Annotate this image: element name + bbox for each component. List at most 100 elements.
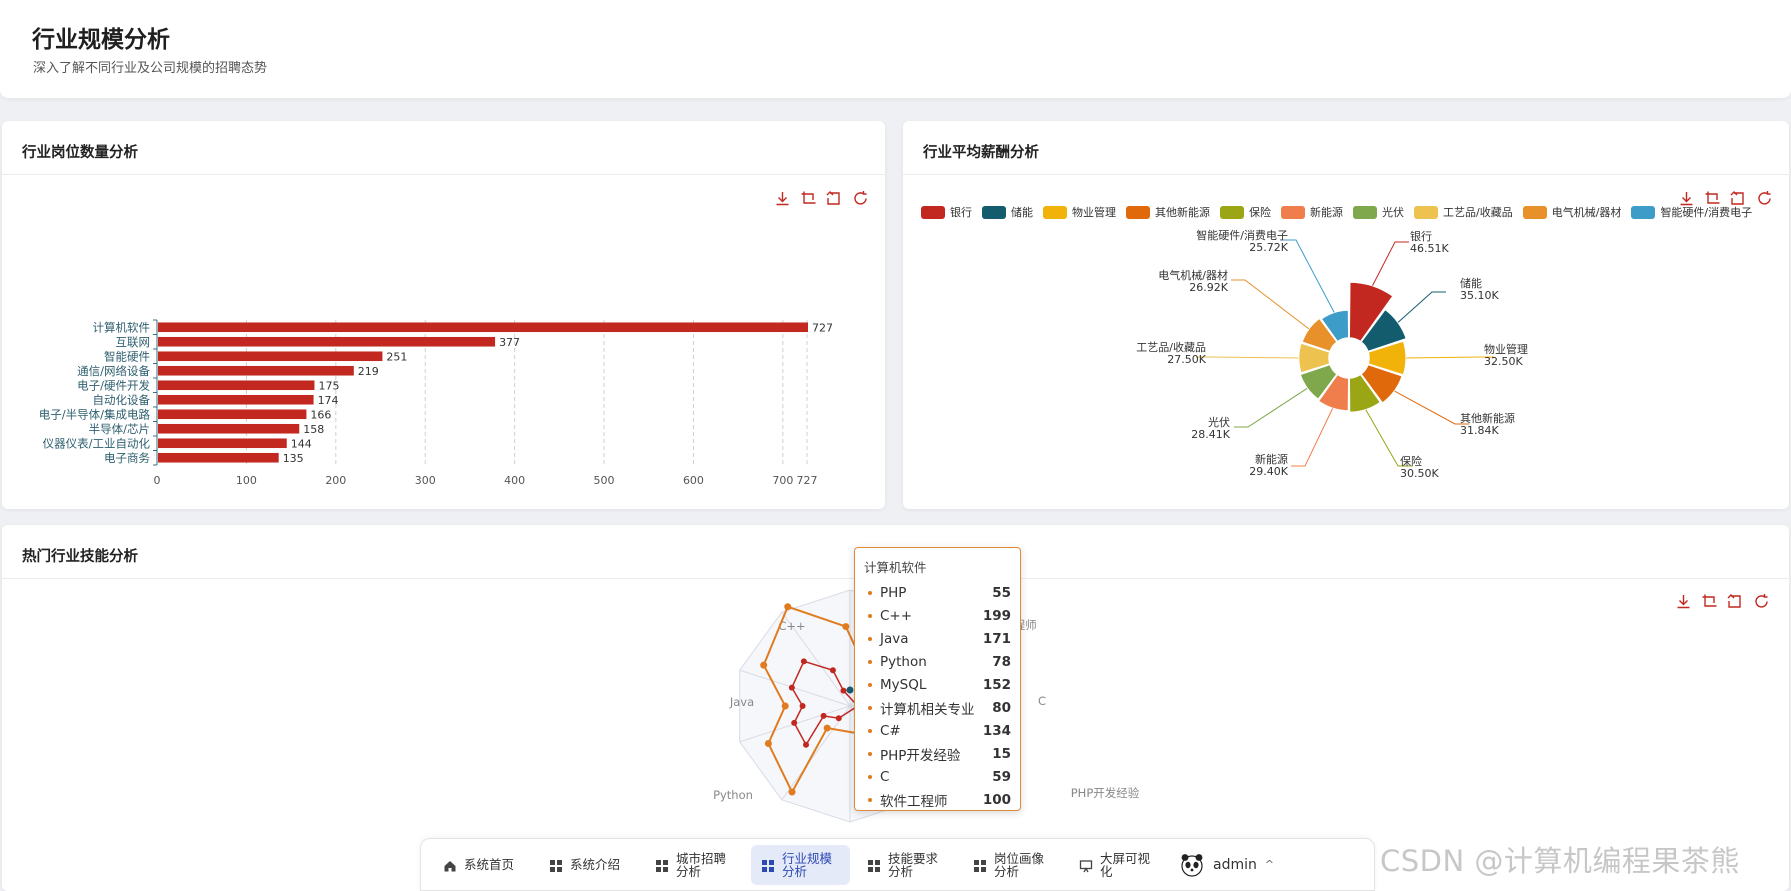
crop-reset-icon[interactable] [1730,190,1747,207]
legend-swatch [1414,205,1438,219]
nav-label: 系统介绍 [570,857,621,872]
user-name: admin [1213,856,1257,873]
tooltip-item-value: 199 [982,607,1011,624]
card-title: 行业岗位数量分析 [22,145,138,161]
grid-icon [973,858,987,872]
nav-item-intro[interactable]: 系统介绍 [539,845,638,885]
legend-item[interactable]: 智能硬件/消费电子 [1631,204,1752,220]
label-line [1365,409,1412,467]
bar [158,336,496,347]
slice-label: 光伏 [1208,415,1230,429]
refresh-icon[interactable] [852,190,869,207]
x-tick-label: 500 [594,474,615,487]
refresh-icon[interactable] [1753,593,1770,610]
crop-reset-icon[interactable] [1727,593,1744,610]
tooltip-title: 计算机软件 [864,560,927,575]
x-tick-label: 600 [683,474,704,487]
radar-point [823,724,831,732]
series-dot [868,613,872,618]
radar-point [784,603,792,611]
legend-item[interactable]: 其他新能源 [1126,204,1210,220]
avatar [1179,852,1205,878]
x-tick-label: 700 [772,474,793,487]
radar-indicator-label: C [1038,694,1046,708]
tooltip-item-name: 软件工程师 [880,793,948,810]
crop-icon[interactable] [800,190,817,207]
crop-icon[interactable] [1701,593,1718,610]
nav-item-city[interactable]: 城市招聘分析 [645,845,744,885]
rose-slice [1301,317,1339,353]
tooltip-item-value: 171 [982,630,1011,647]
nav-label: 岗位画像分析 [994,850,1045,879]
user-menu[interactable]: admin ^ [1179,852,1274,878]
radar-point [820,712,827,719]
radar-point [835,715,842,722]
download-icon[interactable] [1678,190,1695,207]
crop-reset-icon[interactable] [826,190,843,207]
tooltip-item-name: MySQL [880,676,927,693]
slice-label: 银行 [1410,229,1432,243]
tooltip-item-value: 134 [982,722,1011,739]
bar [158,423,300,434]
grid-icon [549,858,563,872]
bar-value-label: 727 [812,321,833,334]
y-category-label: 电子/半导体/集成电路 [39,407,151,421]
tooltip-item-name: PHP开发经验 [880,747,961,764]
radar-axis [739,669,851,707]
legend-item[interactable]: 电气机械/器材 [1522,204,1622,220]
tooltip-row: Python 78 [864,650,1011,673]
legend-item[interactable]: 物业管理 [1043,204,1116,220]
radar-point [764,740,772,748]
industry-job-count-card: 行业岗位数量分析 0 100 200 300 400 500 600 700 727 计算机软件 7… [2,121,885,509]
nav-item-dashboard[interactable]: 大屏可视化 [1069,845,1168,885]
bar [158,452,279,463]
nav-item-profile[interactable]: 岗位画像分析 [963,845,1062,885]
slice-label: 保险 [1400,454,1422,468]
tooltip-row: C++ 199 [864,604,1011,627]
label-line [1196,356,1299,359]
x-tick-label: 200 [325,474,346,487]
legend-item[interactable]: 保险 [1220,204,1271,220]
legend-item[interactable]: 光伏 [1353,204,1404,220]
tooltip-item-value: 55 [992,584,1011,601]
pie-legend: 银行 储能 物业管理 其他新能源 保险 新能源 光伏 工艺品/收藏品 电气机械/器材 智能硬件/消… [921,204,1752,220]
rose-slice [1320,309,1350,343]
bar [158,365,354,376]
tooltip-item-value: 15 [992,745,1011,762]
card-title: 行业平均薪酬分析 [923,145,1039,161]
x-tick-label: 727 [797,474,818,487]
radar-point [840,687,847,694]
industry-salary-card: 行业平均薪酬分析 银行 储能 物业管理 其他新能源 保险 新能源 光伏 工艺品/收藏品 电气机械… [903,121,1789,509]
legend-swatch [1522,205,1547,219]
page-header: 行业规模分析 深入了解不同行业及公司规模的招聘态势 [0,0,1791,98]
radar-point [803,741,810,748]
legend-item[interactable]: 银行 [921,204,972,220]
legend-label: 电气机械/器材 [1551,206,1622,219]
nav-item-home[interactable]: 系统首页 [433,845,532,885]
legend-item[interactable]: 工艺品/收藏品 [1414,204,1513,220]
legend-label: 其他新能源 [1155,206,1210,219]
download-icon[interactable] [774,190,791,207]
crop-icon[interactable] [1704,190,1721,207]
legend-label: 智能硬件/消费电子 [1660,206,1753,219]
legend-item[interactable]: 新能源 [1281,204,1343,220]
legend-swatch [1220,205,1244,219]
radar-point [791,719,798,726]
nav-item-industry[interactable]: 行业规模分析 [751,844,850,885]
refresh-icon[interactable] [1756,190,1773,207]
tooltip-item-name: Java [880,630,909,647]
legend-item[interactable]: 储能 [982,204,1033,220]
rose-slice [1348,373,1382,414]
page-subtitle: 深入了解不同行业及公司规模的招聘态势 [33,61,268,76]
radar-point [760,661,768,669]
nav-label: 技能要求分析 [888,850,939,879]
tooltip-item-name: PHP [880,584,907,601]
tooltip-item-name: C# [880,722,901,739]
bottom-nav: 系统首页 系统介绍 城市招聘分析 行业规模分析 技能要求分析 岗位画像分析 大屏… [420,838,1375,891]
tooltip-row: PHP 55 [864,581,1011,604]
bar [158,351,383,362]
nav-item-skill[interactable]: 技能要求分析 [857,845,956,885]
tooltip-row: C 59 [864,765,1011,788]
slice-value-label: 28.41K [1191,428,1230,441]
download-icon[interactable] [1675,593,1692,610]
